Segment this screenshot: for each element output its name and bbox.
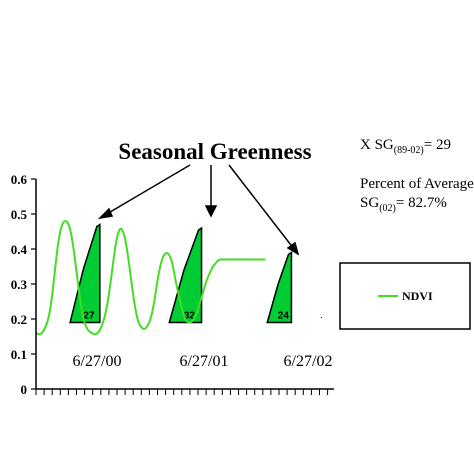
x-date-label: 6/27/00	[73, 353, 122, 370]
y-axis-ticks	[31, 178, 36, 390]
greenness-area-label: 32	[184, 311, 196, 322]
y-tick-label: 0.1	[11, 347, 27, 362]
x-axis-ticks	[35, 389, 329, 395]
legend-box	[339, 262, 471, 330]
ndvi-series-line	[35, 219, 266, 336]
chart-title: Seasonal Greenness	[118, 139, 311, 164]
greenness-area	[168, 226, 203, 324]
seasonal-greenness-areas: 27 32 24	[69, 223, 293, 324]
legend-dot: .	[320, 310, 323, 321]
greenness-area-label: 27	[83, 311, 95, 322]
y-tick-label: 0	[21, 382, 28, 397]
y-tick-label: 0.2	[11, 312, 27, 327]
greenness-area	[69, 223, 101, 324]
x-date-label: 6/27/02	[284, 353, 333, 370]
y-tick-label: 0.5	[11, 207, 28, 222]
y-tick-label: 0.4	[11, 242, 28, 257]
legend-ndvi-label: NDVI	[402, 289, 433, 303]
title-arrows	[97, 164, 300, 256]
greenness-area	[266, 251, 293, 324]
mean-seasonal-greenness: X SG(89-02)= 29	[360, 137, 451, 156]
x-date-label: 6/27/01	[180, 353, 229, 370]
y-tick-label: 0.6	[11, 172, 28, 187]
y-tick-label: 0.3	[11, 277, 28, 292]
greenness-area-label: 24	[278, 311, 290, 322]
percent-of-average-value: SG(02)= 82.7%	[360, 195, 447, 214]
percent-of-average-label: Percent of Average	[360, 176, 474, 192]
